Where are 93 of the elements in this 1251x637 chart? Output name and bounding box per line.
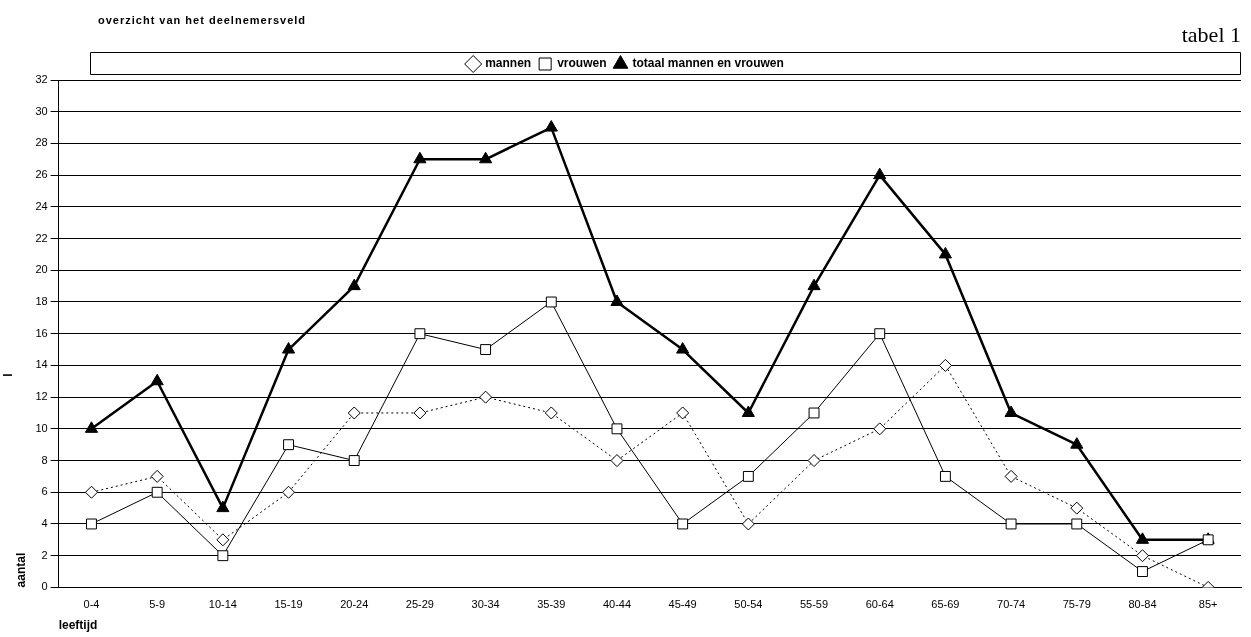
x-tick-label: 0-4 — [83, 598, 100, 611]
point — [84, 485, 98, 499]
point — [545, 296, 557, 308]
y-tick-label: 2 — [41, 548, 48, 561]
x-tick-label: 45-49 — [668, 598, 697, 611]
point — [347, 278, 361, 291]
point — [216, 500, 230, 513]
x-tick-label: 40-44 — [602, 598, 632, 611]
point — [676, 406, 690, 420]
point — [874, 328, 886, 340]
y-tick-label: 16 — [35, 326, 48, 339]
x-tick-label: 80-84 — [1128, 598, 1157, 611]
point — [938, 246, 952, 259]
point — [1004, 469, 1018, 483]
point — [1005, 518, 1017, 530]
x-tick-label: 85+ — [1198, 598, 1218, 611]
y-tick-label: 10 — [35, 421, 48, 434]
point — [479, 390, 493, 404]
text: l — [0, 373, 15, 377]
point — [741, 405, 755, 417]
y-tick-label: 4 — [41, 517, 48, 530]
x-tick-label: 15-19 — [274, 598, 303, 611]
chart-title: overzicht van het deelnemersveld — [98, 14, 307, 26]
point — [808, 407, 820, 419]
point — [1135, 532, 1150, 544]
legend-label: mannen — [485, 56, 532, 71]
x-tick-label: 70-74 — [997, 598, 1026, 611]
point — [216, 533, 230, 547]
point — [939, 470, 951, 482]
x-tick-label: 60-64 — [865, 598, 894, 611]
point — [1071, 518, 1083, 530]
point — [479, 151, 493, 164]
x-tick-label: 65-69 — [931, 598, 960, 611]
point — [938, 358, 952, 372]
point — [1135, 549, 1149, 563]
legend-label: totaal mannen en vrouwen — [632, 56, 784, 71]
text: tabel 1 — [1181, 22, 1241, 48]
y-tick-label: 8 — [41, 453, 48, 466]
point — [676, 342, 690, 354]
y-axis-title: aantal — [13, 552, 28, 588]
x-tick-label: 30-34 — [471, 598, 500, 611]
point — [544, 120, 558, 132]
point — [281, 342, 296, 354]
point — [150, 373, 164, 386]
point — [610, 454, 624, 468]
x-tick-label: 5-9 — [149, 598, 166, 611]
point — [544, 406, 558, 420]
point — [84, 421, 99, 433]
point — [217, 550, 229, 562]
y-tick-label: 14 — [35, 358, 48, 371]
x-tick-label: 50-54 — [734, 598, 763, 611]
x-tick-label: 10-14 — [208, 598, 237, 611]
point — [283, 439, 294, 451]
legend-label: vrouwen — [557, 56, 607, 71]
y-tick-label: 20 — [35, 263, 48, 276]
point — [873, 167, 887, 180]
point — [282, 485, 296, 499]
point — [347, 406, 361, 420]
point — [150, 469, 164, 483]
y-tick-label: 24 — [35, 199, 48, 212]
y-tick-label: 26 — [35, 168, 48, 181]
point — [414, 328, 426, 340]
point — [1070, 501, 1084, 515]
x-tick-label: 20-24 — [340, 598, 369, 611]
point — [413, 406, 427, 420]
point — [1004, 405, 1018, 417]
y-tick-label: 30 — [35, 104, 48, 117]
point — [611, 423, 623, 435]
point — [742, 470, 754, 482]
y-tick-label: 0 — [41, 580, 48, 593]
x-axis-title: leeftijd — [58, 618, 98, 633]
point — [741, 517, 755, 531]
point — [1070, 437, 1084, 449]
point — [348, 455, 360, 466]
x-tick-label: 75-79 — [1062, 598, 1091, 611]
x-tick-label: 25-29 — [405, 598, 434, 611]
y-tick-label: 18 — [35, 295, 48, 308]
point — [610, 294, 624, 306]
point — [807, 454, 821, 468]
point — [873, 422, 887, 436]
point — [413, 151, 427, 164]
point — [86, 518, 97, 530]
y-tick-label: 12 — [35, 390, 48, 403]
point — [807, 278, 821, 291]
y-tick-label: 6 — [41, 485, 48, 498]
y-tick-label: 22 — [35, 231, 48, 244]
x-tick-label: 55-59 — [799, 598, 829, 611]
x-tick-label: 35-39 — [537, 598, 566, 611]
y-tick-label: 28 — [35, 136, 48, 149]
point — [151, 486, 163, 498]
y-tick-label: 32 — [35, 73, 48, 86]
point — [677, 518, 689, 530]
point — [480, 344, 492, 356]
